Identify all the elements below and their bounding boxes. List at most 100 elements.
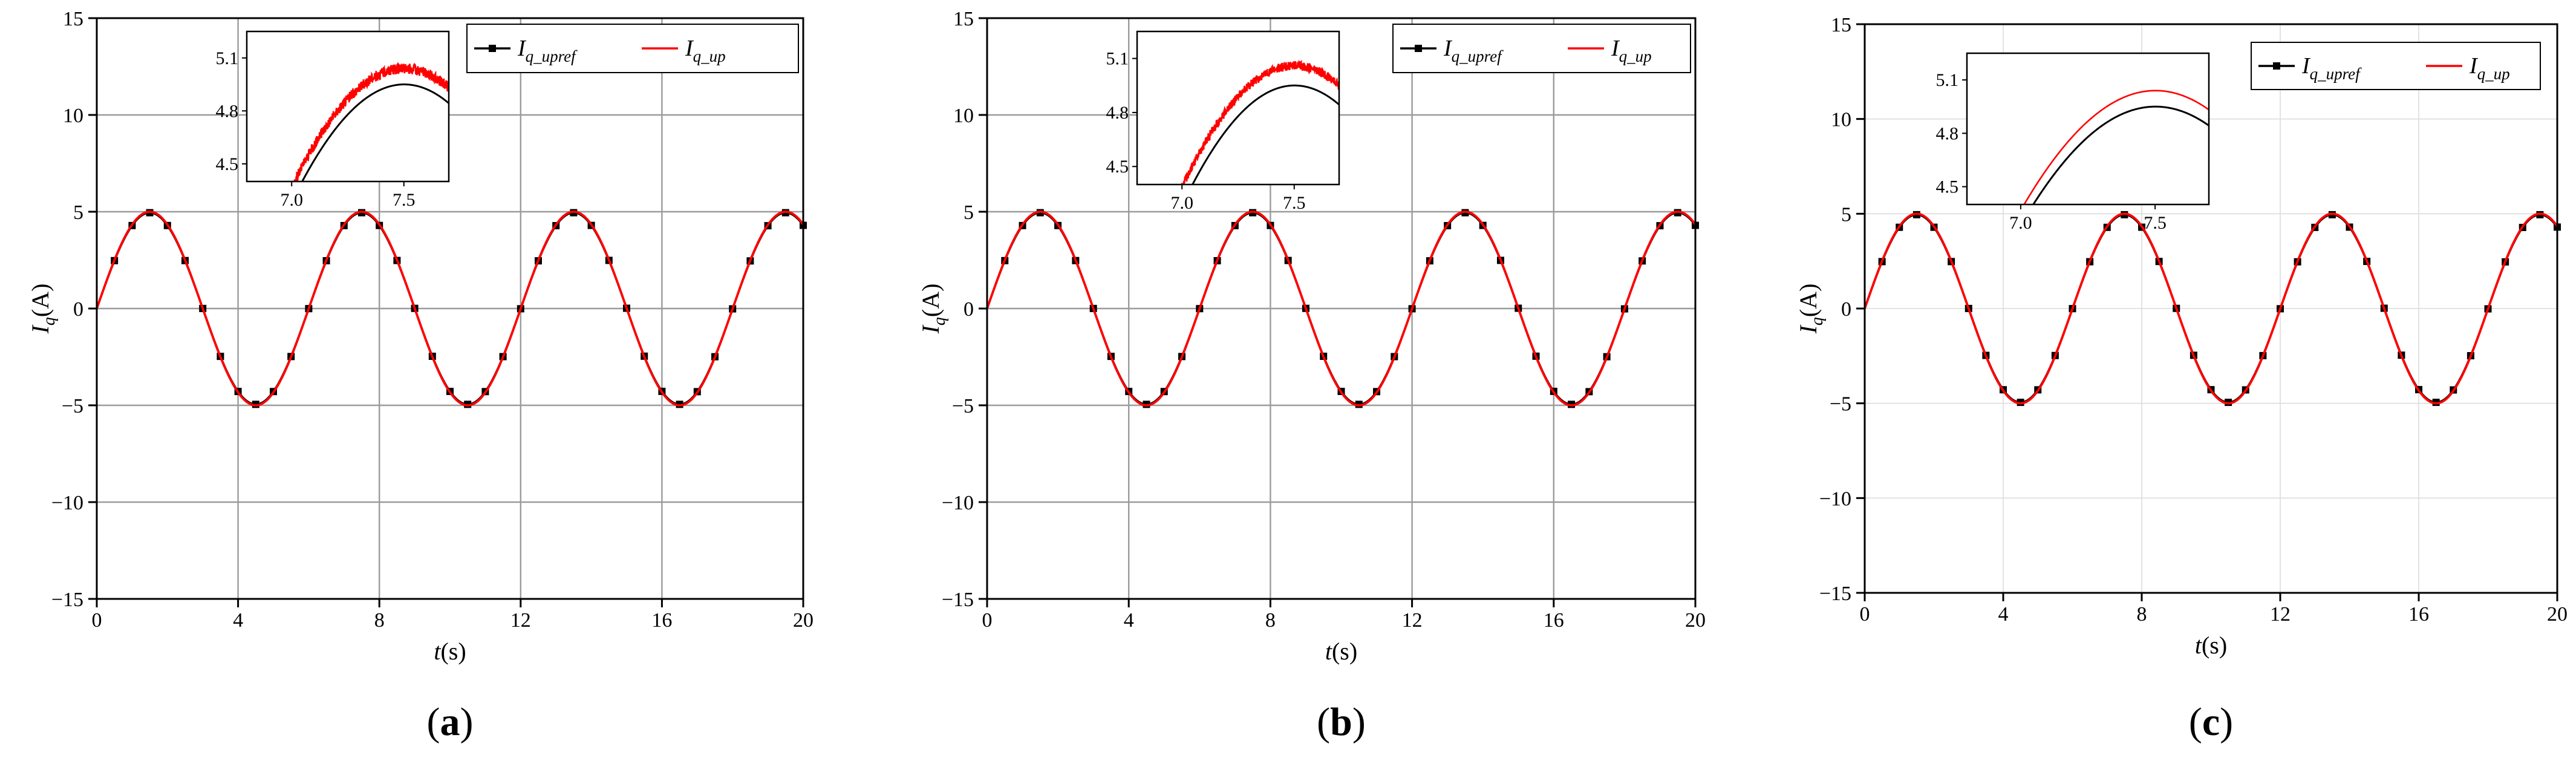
- inset-background: [247, 31, 449, 181]
- y-tick-label: −5: [1830, 393, 1851, 416]
- inset-y-tick-label: 4.5: [1936, 177, 1959, 197]
- inset-background: [1137, 31, 1339, 185]
- x-tick-label: 4: [233, 609, 243, 632]
- y-axis-label: Iq(A): [1795, 284, 1827, 335]
- y-tick-label: −15: [51, 589, 83, 611]
- y-tick-label: −5: [952, 395, 974, 417]
- legend-box: [2251, 42, 2541, 90]
- x-tick-label: 8: [2137, 603, 2147, 626]
- inset-x-tick-label: 7.5: [2144, 213, 2167, 233]
- inset-x-tick-label: 7.0: [1170, 193, 1193, 213]
- legend-entry-label: Iq_up: [1611, 36, 1652, 65]
- x-tick-label: 8: [1265, 609, 1276, 632]
- inset-zoom: 7.0 7.5 4.5 4.8 5.1: [1106, 30, 1340, 213]
- y-tick-label: 5: [73, 201, 83, 224]
- inset-frame: [246, 30, 450, 183]
- series-line-I_q_up: [96, 211, 804, 407]
- legend-entry-label: Iq_upref: [2301, 53, 2362, 83]
- x-tick-label: 16: [651, 609, 672, 632]
- panel-label: (c): [2189, 700, 2233, 744]
- inset-curves: [1181, 59, 1339, 185]
- inset-zoom: 7.0 7.5 4.5 4.8 5.1: [216, 30, 450, 210]
- inset-x-tick-label: 7.0: [280, 190, 303, 210]
- y-tick-label: 5: [1841, 203, 1851, 226]
- y-tick-label: −10: [942, 492, 974, 514]
- inset-background: [1967, 53, 2209, 204]
- inset-series-I_q_up: [2023, 90, 2209, 204]
- y-tick-label: 15: [1831, 14, 1851, 36]
- inset-zoom: 7.0 7.5 4.5 4.8 5.1: [1936, 52, 2210, 233]
- legend-entry-label: Iq_up: [685, 36, 726, 65]
- inset-series-I_q_upref: [2032, 105, 2209, 204]
- y-tick-label: 15: [953, 8, 974, 30]
- inset-y-tick-label: 4.5: [216, 154, 239, 174]
- x-tick-label: 20: [2547, 603, 2568, 626]
- y-tick-label: 5: [964, 201, 974, 224]
- y-tick-label: 10: [1831, 109, 1851, 131]
- inset-y-tick-label: 4.5: [1106, 157, 1129, 177]
- x-axis-label: t(s): [2195, 632, 2227, 659]
- x-axis-label: t(s): [1325, 638, 1357, 665]
- x-tick-label: 8: [374, 609, 385, 632]
- x-tick-label: 0: [1860, 603, 1870, 626]
- x-axis-label: t(s): [434, 638, 466, 665]
- inset-y-tick-label: 5.1: [1936, 70, 1959, 90]
- inset-y-tick-label: 4.8: [1936, 123, 1959, 143]
- inset-series-I_q_up: [292, 62, 449, 181]
- y-tick-label: −10: [51, 492, 83, 514]
- inset-frame: [1966, 52, 2210, 206]
- legend: Iq_upref Iq_up: [466, 24, 799, 73]
- y-tick-label: −15: [942, 589, 974, 611]
- y-tick-label: 0: [73, 298, 83, 321]
- y-tick-label: 0: [1841, 298, 1851, 321]
- y-tick-label: 10: [953, 105, 974, 127]
- x-tick-label: 20: [1685, 609, 1706, 632]
- legend-marker-swatch: [1415, 45, 1422, 52]
- x-tick-label: 4: [1998, 603, 2009, 626]
- legend-marker-swatch: [2273, 62, 2280, 70]
- inset-series-I_q_upref: [1191, 84, 1339, 185]
- legend-entry-label: Iq_up: [2469, 53, 2510, 83]
- x-tick-label: 12: [1402, 609, 1423, 632]
- x-tick-label: 0: [92, 609, 102, 632]
- legend: Iq_upref Iq_up: [1392, 24, 1691, 73]
- y-axis-label: Iq(A): [27, 284, 59, 335]
- x-tick-label: 16: [2408, 603, 2429, 626]
- inset-x-tick-label: 7.0: [2009, 213, 2032, 233]
- inset-series-I_q_up: [1181, 59, 1339, 185]
- inset-x-tick-label: 7.5: [393, 190, 416, 210]
- panel-label: (a): [427, 700, 474, 744]
- x-tick-label: 16: [1544, 609, 1564, 632]
- x-tick-label: 20: [793, 609, 814, 632]
- y-tick-label: −10: [1819, 488, 1851, 510]
- inset-curves: [2023, 90, 2209, 204]
- inset-frame: [1136, 30, 1340, 186]
- inset-y-tick-label: 5.1: [1106, 49, 1129, 69]
- legend-box: [466, 24, 799, 73]
- inset-x-tick-label: 7.5: [1283, 193, 1306, 213]
- y-tick-label: 0: [964, 298, 974, 321]
- legend-box: [1392, 24, 1691, 73]
- inset-curves: [292, 62, 449, 181]
- y-tick-label: −15: [1819, 583, 1851, 605]
- panel-label: (b): [1317, 700, 1366, 744]
- y-axis-label: Iq(A): [917, 284, 949, 335]
- series-line-I_q_up: [986, 211, 1697, 407]
- inset-series-I_q_upref: [301, 83, 449, 181]
- x-tick-label: 0: [982, 609, 993, 632]
- inset-y-tick-label: 4.8: [1106, 103, 1129, 123]
- legend-marker-swatch: [489, 45, 496, 52]
- x-tick-label: 12: [510, 609, 531, 632]
- series-line-I_q_up: [1864, 212, 2558, 405]
- legend: Iq_upref Iq_up: [2251, 42, 2541, 90]
- x-tick-label: 4: [1124, 609, 1134, 632]
- y-tick-label: 15: [63, 8, 83, 30]
- legend-entry-label: Iq_upref: [517, 36, 578, 65]
- y-tick-label: −5: [62, 395, 83, 417]
- inset-y-tick-label: 5.1: [216, 48, 239, 68]
- x-tick-label: 12: [2270, 603, 2291, 626]
